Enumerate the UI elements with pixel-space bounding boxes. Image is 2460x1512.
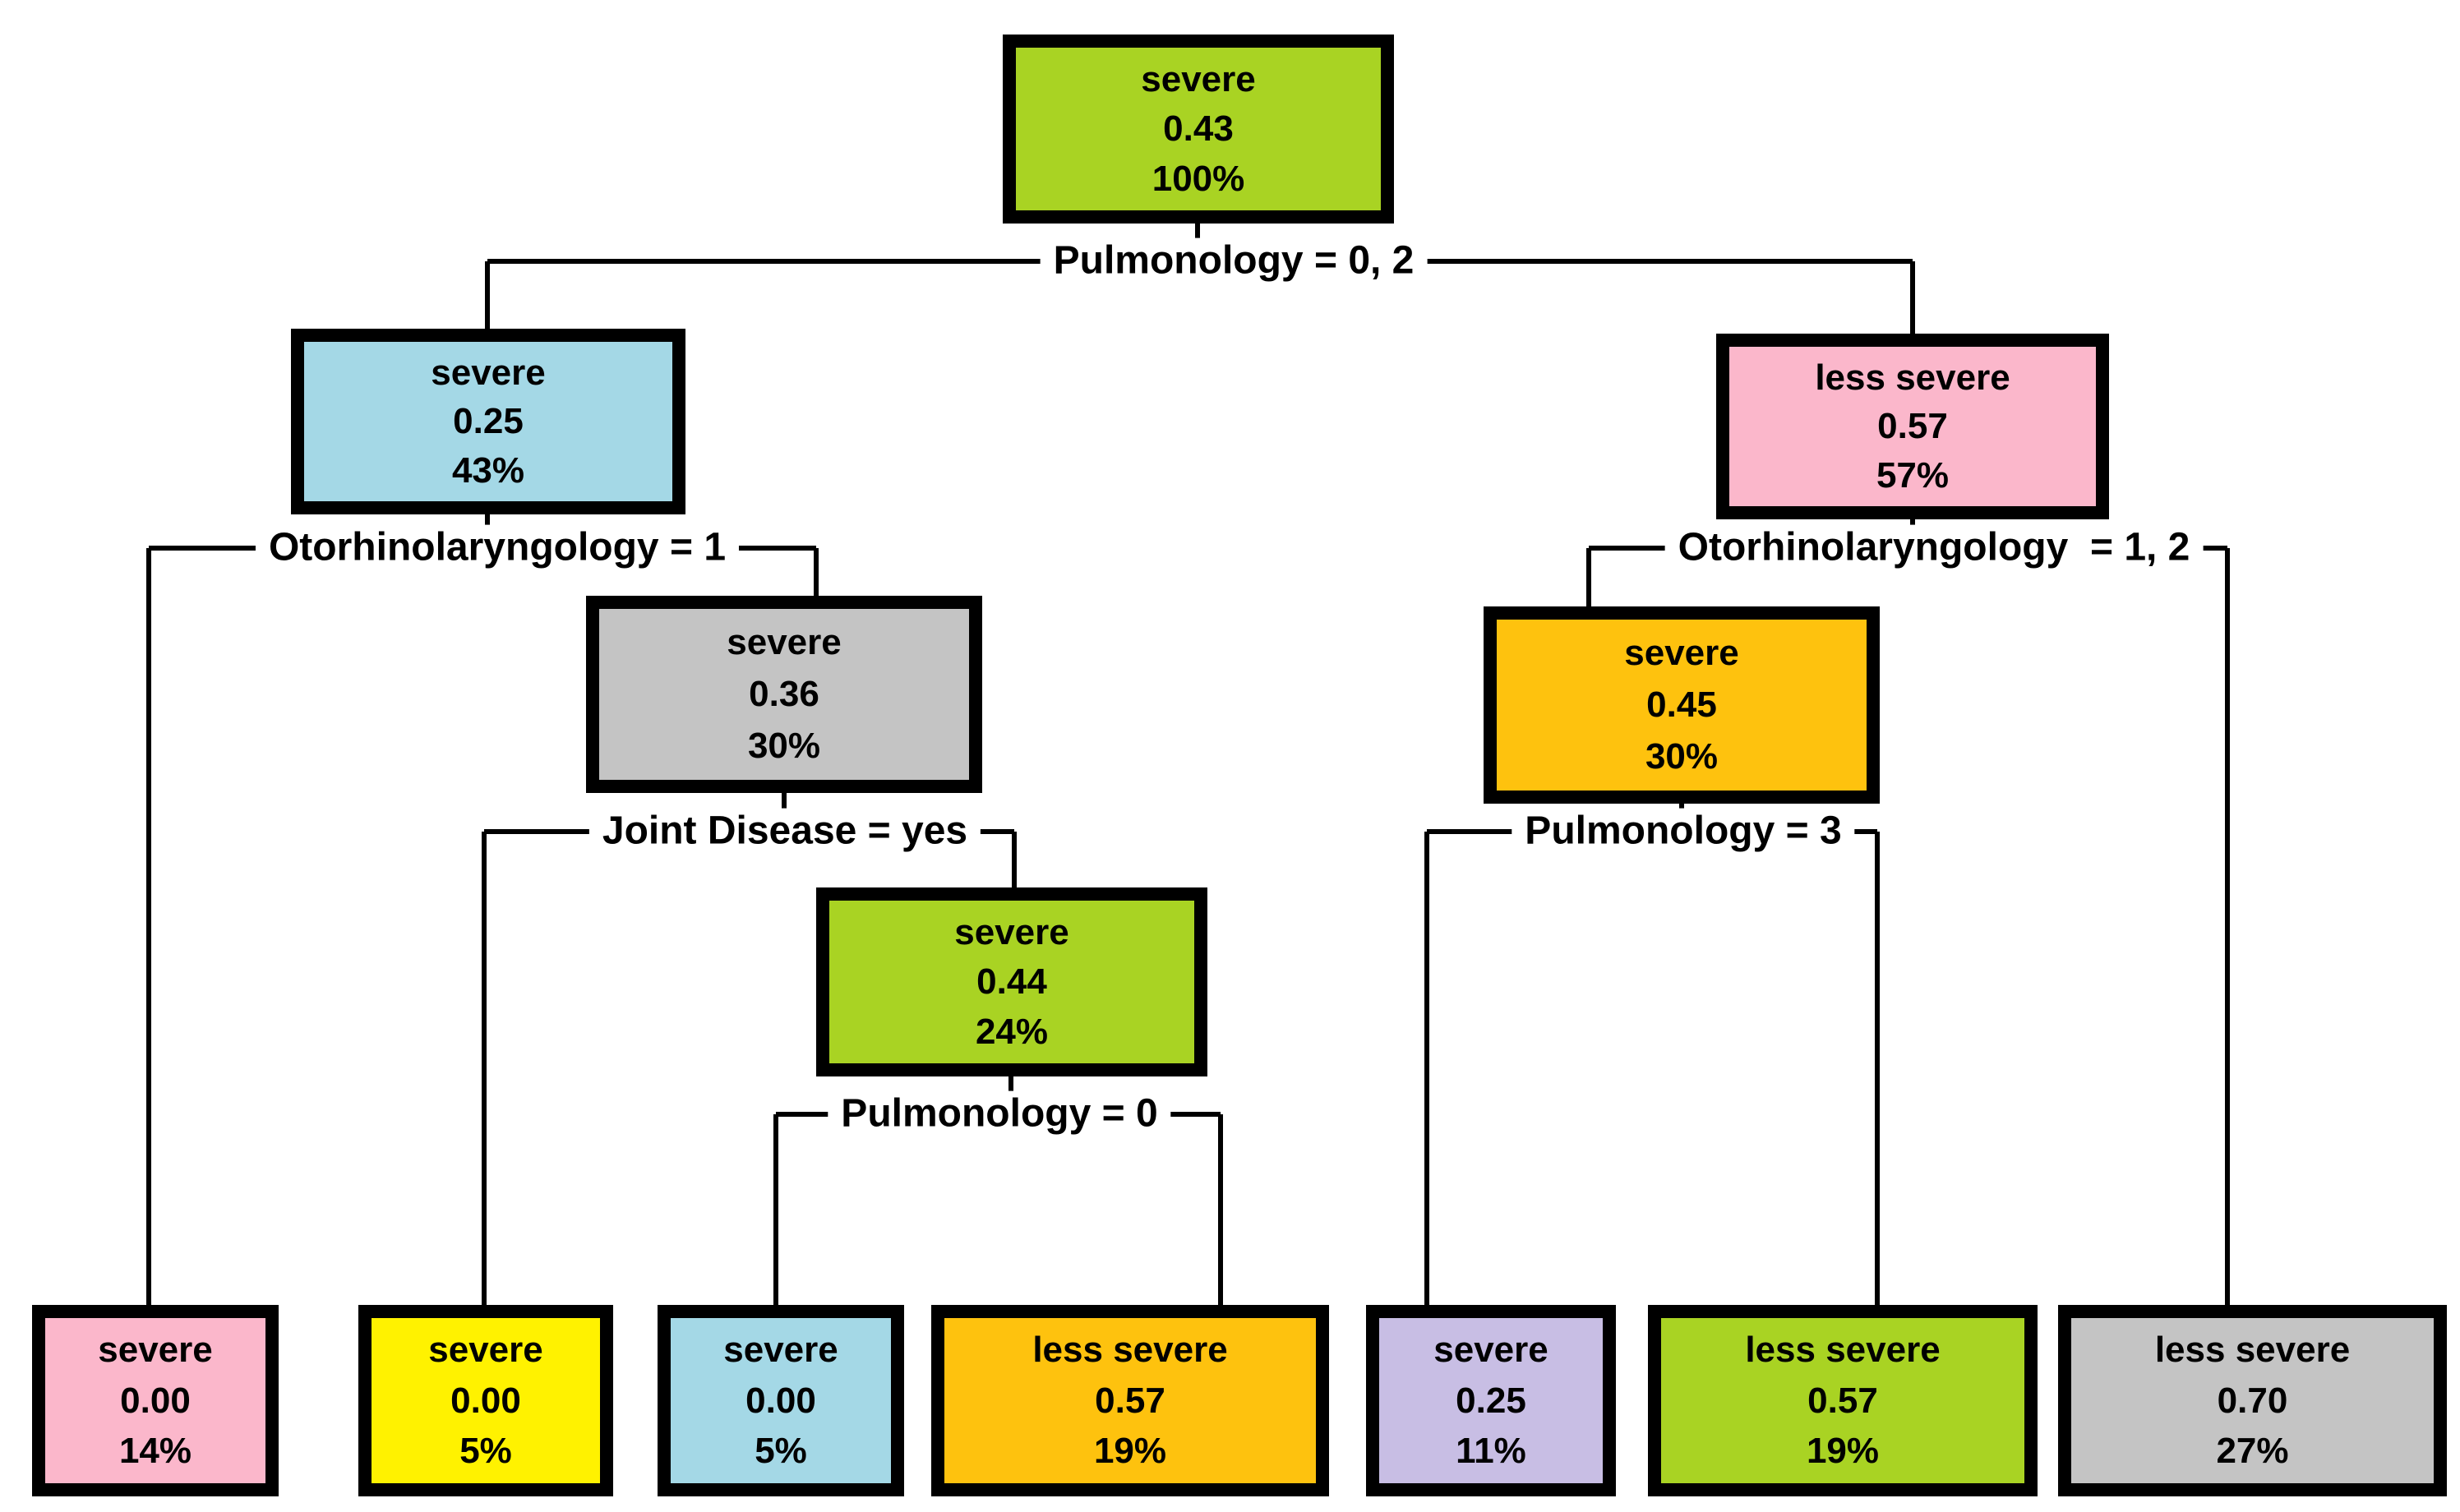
node-class-label: severe bbox=[428, 1330, 543, 1371]
split-label-otorhinolaryngology-1-2: Otorhinolaryngology = 1, 2 bbox=[1664, 524, 2204, 572]
leaf-node-1: severe 0.00 14% bbox=[32, 1305, 279, 1496]
node-percent: 11% bbox=[1456, 1430, 1526, 1471]
leaf-node-2: severe 0.00 5% bbox=[358, 1305, 613, 1496]
node-percent: 27% bbox=[2216, 1430, 2289, 1471]
tree-node-right-depth1: less severe 0.57 57% bbox=[1716, 334, 2109, 519]
node-percent: 5% bbox=[755, 1430, 807, 1471]
node-class-label: severe bbox=[1433, 1330, 1548, 1371]
node-class-label: severe bbox=[431, 352, 546, 393]
tree-node-orange-depth2: severe 0.45 30% bbox=[1484, 606, 1880, 804]
node-class-label: severe bbox=[954, 911, 1069, 952]
node-probability: 0.36 bbox=[749, 674, 819, 714]
node-class-label: severe bbox=[1141, 58, 1256, 99]
leaf-node-7: less severe 0.70 27% bbox=[2058, 1305, 2447, 1496]
node-probability: 0.00 bbox=[450, 1380, 521, 1421]
node-percent: 100% bbox=[1152, 158, 1245, 199]
node-percent: 43% bbox=[451, 449, 525, 491]
node-percent: 57% bbox=[1876, 454, 1950, 496]
node-class-label: severe bbox=[98, 1330, 213, 1371]
node-percent: 5% bbox=[459, 1430, 512, 1471]
node-probability: 0.70 bbox=[2217, 1380, 2288, 1421]
node-class-label: severe bbox=[727, 622, 842, 662]
leaf-node-6: less severe 0.57 19% bbox=[1648, 1305, 2038, 1496]
leaf-node-3: severe 0.00 5% bbox=[658, 1305, 904, 1496]
node-percent: 14% bbox=[118, 1430, 192, 1471]
node-percent: 24% bbox=[975, 1011, 1049, 1052]
leaf-node-4: less severe 0.57 19% bbox=[931, 1305, 1329, 1496]
node-percent: 19% bbox=[1806, 1430, 1880, 1471]
node-class-label: less severe bbox=[2154, 1330, 2351, 1371]
node-probability: 0.57 bbox=[1877, 406, 1948, 446]
tree-node-root: severe 0.43 100% bbox=[1003, 35, 1394, 224]
node-probability: 0.00 bbox=[745, 1380, 816, 1421]
node-probability: 0.57 bbox=[1807, 1380, 1878, 1421]
tree-node-green-depth3: severe 0.44 24% bbox=[816, 887, 1207, 1076]
node-class-label: less severe bbox=[1745, 1330, 1941, 1371]
node-class-label: less severe bbox=[1032, 1330, 1228, 1371]
leaf-node-5: severe 0.25 11% bbox=[1366, 1305, 1616, 1496]
split-label-otorhinolaryngology-1: Otorhinolaryngology = 1 bbox=[255, 524, 740, 572]
node-probability: 0.44 bbox=[976, 961, 1047, 1002]
split-label-joint-disease-yes: Joint Disease = yes bbox=[588, 808, 981, 855]
split-label-pulmonology-0: Pulmonology = 0 bbox=[828, 1090, 1171, 1138]
node-probability: 0.25 bbox=[453, 401, 524, 441]
node-probability: 0.25 bbox=[1456, 1380, 1526, 1421]
node-class-label: severe bbox=[723, 1330, 838, 1371]
node-class-label: less severe bbox=[1815, 357, 2010, 398]
node-percent: 30% bbox=[747, 726, 821, 766]
split-label-pulmonology-0-2: Pulmonology = 0, 2 bbox=[1040, 237, 1428, 285]
tree-node-gray-depth2: severe 0.36 30% bbox=[586, 596, 982, 793]
node-probability: 0.45 bbox=[1646, 685, 1717, 725]
node-percent: 30% bbox=[1645, 736, 1719, 777]
node-probability: 0.43 bbox=[1163, 108, 1234, 149]
split-label-pulmonology-3: Pulmonology = 3 bbox=[1512, 808, 1855, 855]
node-percent: 19% bbox=[1093, 1430, 1167, 1471]
node-probability: 0.00 bbox=[120, 1380, 191, 1421]
tree-node-left-depth1: severe 0.25 43% bbox=[291, 329, 685, 514]
node-class-label: severe bbox=[1624, 633, 1739, 673]
node-probability: 0.57 bbox=[1095, 1380, 1165, 1421]
